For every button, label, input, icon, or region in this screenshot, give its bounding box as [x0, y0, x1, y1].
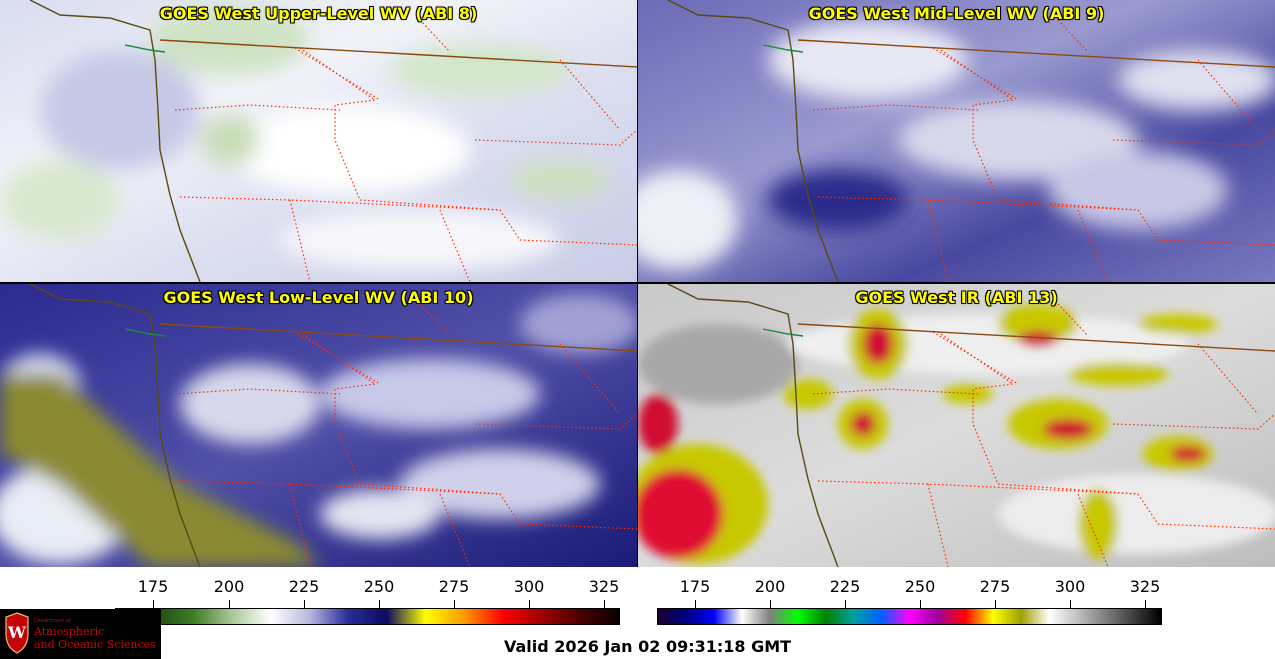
colorbar-tick-label: 300	[513, 577, 545, 596]
colorbar-tick	[454, 600, 455, 608]
water-vapor-colorbar	[115, 608, 620, 625]
colorbar-tick-label: 225	[829, 577, 861, 596]
colorbar-tick	[695, 600, 696, 608]
panel-title: GOES West Mid-Level WV (ABI 9)	[808, 4, 1105, 23]
svg-text:W: W	[7, 623, 27, 642]
colorbar-tick-label: 225	[288, 577, 320, 596]
colorbar-tick-label: 250	[363, 577, 395, 596]
uw-crest-icon: W	[5, 612, 29, 654]
colorbar-tick	[604, 600, 605, 608]
aos-logo: W Department of Atmospheric and Oceanic …	[0, 609, 161, 659]
panel-title: GOES West Upper-Level WV (ABI 8)	[159, 4, 478, 23]
colorbar-tick	[995, 600, 996, 608]
panel-infrared: GOES West IR (ABI 13)	[638, 284, 1275, 567]
colorbar-tick	[529, 600, 530, 608]
colorbar-tick	[770, 600, 771, 608]
colorbar-tick	[379, 600, 380, 608]
colorbar-tick-label: 200	[213, 577, 245, 596]
colorbar-tick	[920, 600, 921, 608]
colorbar-tick	[229, 600, 230, 608]
infrared-colorbar	[657, 608, 1162, 625]
colorbar-tick-label: 175	[679, 577, 711, 596]
mid-level-wv-image	[638, 0, 1275, 282]
colorbar-tick	[1070, 600, 1071, 608]
valid-time-label: Valid 2026 Jan 02 09:31:18 GMT	[504, 637, 792, 656]
colorbar-tick-label: 275	[438, 577, 470, 596]
colorbar-tick-label: 325	[1129, 577, 1161, 596]
colorbar-tick	[1145, 600, 1146, 608]
colorbar-tick	[304, 600, 305, 608]
panel-mid-level-wv: GOES West Mid-Level WV (ABI 9)	[638, 0, 1275, 282]
logo-line2-text: and Oceanic Sciences	[34, 638, 156, 651]
logo-line1-text: Atmospheric	[34, 625, 105, 638]
low-level-wv-image	[0, 284, 637, 567]
colorbar-tick-label: 200	[754, 577, 786, 596]
colorbar-tick-label: 275	[979, 577, 1011, 596]
colorbar-tick	[153, 600, 154, 608]
colorbar-tick	[845, 600, 846, 608]
infrared-image	[638, 284, 1275, 567]
panel-upper-level-wv: GOES West Upper-Level WV (ABI 8)	[0, 0, 637, 282]
satellite-image-grid: GOES West Upper-Level WV (ABI 8)	[0, 0, 1275, 567]
panel-low-level-wv: GOES West Low-Level WV (ABI 10)	[0, 284, 637, 567]
upper-level-wv-image	[0, 0, 637, 282]
colorbar-tick-label: 250	[904, 577, 936, 596]
colorbar-tick-label: 300	[1054, 577, 1086, 596]
logo-dept-text: Department of	[34, 618, 71, 624]
colorbar-tick-label: 325	[588, 577, 620, 596]
panel-title: GOES West Low-Level WV (ABI 10)	[163, 288, 474, 307]
colorbar-tick-label: 175	[137, 577, 169, 596]
panel-title: GOES West IR (ABI 13)	[855, 288, 1058, 307]
